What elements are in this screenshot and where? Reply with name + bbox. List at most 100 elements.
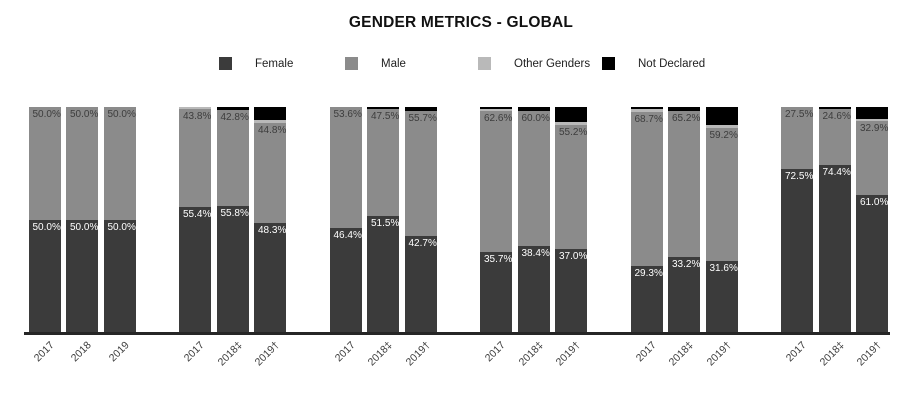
legend-label: Male bbox=[381, 57, 406, 70]
stacked-bar-2017: 27.5% 72.5% bbox=[781, 107, 813, 332]
bar-value-label: 59.2% bbox=[709, 129, 738, 141]
chart-title: GENDER METRICS - GLOBAL bbox=[348, 14, 574, 31]
bar-value-label: 50.0% bbox=[32, 109, 61, 120]
bar-value-label: 72.5% bbox=[785, 170, 814, 182]
bar-segment-not-declared bbox=[517, 107, 550, 111]
stacked-bar-2017: 50.0% 50.0% bbox=[28, 107, 61, 332]
bar-segment-male: 50.0% bbox=[28, 107, 61, 220]
stacked-bar-2017: 53.6% 46.4% bbox=[329, 107, 362, 332]
bar-segment-not-declared bbox=[668, 107, 700, 111]
bar-segment-female: 55.4% bbox=[179, 207, 211, 332]
bar-value-label: 35.7% bbox=[484, 253, 513, 265]
bar-segment-female: 46.4% bbox=[329, 227, 362, 332]
bar-segment-female: 72.5% bbox=[781, 168, 814, 332]
bar-segment-not-declared bbox=[216, 107, 249, 111]
bar-segment-female: 33.2% bbox=[668, 257, 700, 332]
bar-segment-other-genders bbox=[254, 120, 286, 123]
legend-item-other-genders: Other Genders bbox=[478, 57, 590, 70]
bar-value-label: 29.3% bbox=[634, 268, 663, 280]
bar-value-label: 55.7% bbox=[408, 112, 437, 124]
bar-segment-not-declared bbox=[818, 107, 851, 110]
stacked-bar-2019†: 55.2% 37.0% bbox=[555, 107, 587, 332]
legend-swatch-female bbox=[219, 57, 232, 70]
bar-segment-female: 31.6% bbox=[705, 260, 738, 332]
bar-segment-female: 74.4% bbox=[818, 164, 851, 332]
bar-segment-female: 35.7% bbox=[480, 251, 513, 332]
bar-value-label: 27.5% bbox=[785, 109, 814, 120]
legend-item-female: Female bbox=[219, 57, 293, 70]
stacked-bar-2017: 68.7% 29.3% bbox=[630, 107, 663, 332]
legend-label: Female bbox=[255, 57, 294, 70]
legend-label: Not Declared bbox=[638, 57, 706, 70]
bar-segment-male: 53.6% bbox=[329, 107, 362, 228]
legend-swatch-not-declared bbox=[602, 57, 615, 70]
bar-segment-male: 55.7% bbox=[404, 110, 437, 236]
stacked-bar-2019†: 59.2% 31.6% bbox=[705, 107, 738, 332]
bar-segment-female: 37.0% bbox=[555, 248, 588, 332]
bar-segment-female: 50.0% bbox=[28, 219, 61, 332]
stacked-bar-2019: 50.0% 50.0% bbox=[103, 107, 136, 332]
bar-value-label: 50.0% bbox=[32, 221, 61, 233]
bar-segment-male: 60.0% bbox=[517, 110, 550, 246]
bar-segment-other-genders bbox=[856, 119, 888, 121]
bar-value-label: 60.0% bbox=[521, 112, 550, 124]
bar-segment-male: 24.6% bbox=[818, 109, 851, 165]
stacked-bar-2018‡: 60.0% 38.4% bbox=[517, 107, 550, 332]
bar-segment-other-genders bbox=[705, 124, 738, 128]
bar-value-label: 68.7% bbox=[634, 113, 663, 125]
bar-value-label: 61.0% bbox=[860, 196, 889, 208]
x-axis-line bbox=[24, 332, 890, 335]
bar-segment-female: 61.0% bbox=[856, 194, 889, 332]
bar-segment-male: 55.2% bbox=[555, 124, 587, 249]
bar-segment-not-declared bbox=[630, 107, 663, 110]
bar-value-label: 42.8% bbox=[220, 112, 249, 124]
bar-segment-not-declared bbox=[856, 107, 888, 120]
stacked-bar-2018‡: 47.5% 51.5% bbox=[367, 107, 399, 332]
bar-value-label: 47.5% bbox=[371, 111, 400, 123]
bar-value-label: 53.6% bbox=[333, 109, 362, 120]
bar-value-label: 24.6% bbox=[822, 111, 851, 123]
bar-segment-other-genders bbox=[179, 107, 211, 109]
bar-segment-male: 59.2% bbox=[705, 127, 738, 261]
legend-item-male: Male bbox=[345, 57, 406, 70]
bar-segment-male: 44.8% bbox=[254, 122, 287, 224]
bar-segment-not-declared bbox=[254, 107, 286, 121]
stacked-bar-2017: 43.8% 55.4% bbox=[179, 107, 211, 332]
bar-segment-female: 50.0% bbox=[103, 219, 136, 332]
bar-segment-male: 42.8% bbox=[216, 110, 249, 207]
bar-segment-male: 50.0% bbox=[103, 107, 136, 220]
bar-segment-other-genders bbox=[555, 121, 587, 125]
bar-value-label: 31.6% bbox=[709, 262, 738, 274]
bar-segment-female: 55.8% bbox=[216, 206, 249, 332]
stacked-bar-2018: 50.0% 50.0% bbox=[66, 107, 98, 332]
bar-segment-female: 42.7% bbox=[404, 235, 437, 332]
legend-swatch-other-genders bbox=[478, 57, 491, 70]
bar-segment-not-declared bbox=[705, 107, 738, 125]
bar-value-label: 44.8% bbox=[258, 124, 287, 136]
bar-value-label: 74.4% bbox=[822, 166, 851, 178]
bar-segment-female: 29.3% bbox=[630, 266, 663, 332]
bar-segment-not-declared bbox=[555, 107, 587, 122]
bar-value-label: 42.7% bbox=[408, 237, 437, 249]
legend-swatch-male bbox=[345, 57, 358, 70]
stacked-bar-2019†: 55.7% 42.7% bbox=[404, 107, 437, 332]
bar-value-label: 65.2% bbox=[672, 112, 701, 124]
bar-value-label: 46.4% bbox=[333, 229, 362, 241]
stacked-bar-2019†: 44.8% 48.3% bbox=[254, 107, 286, 332]
stacked-bar-2019†: 32.9% 61.0% bbox=[856, 107, 888, 332]
bar-segment-male: 62.6% bbox=[480, 110, 512, 252]
bar-value-label: 37.0% bbox=[559, 250, 588, 262]
bar-value-label: 38.4% bbox=[521, 247, 550, 259]
bar-value-label: 50.0% bbox=[70, 109, 99, 120]
stacked-bar-2018‡: 24.6% 74.4% bbox=[818, 107, 851, 332]
bar-value-label: 55.4% bbox=[183, 209, 212, 221]
bar-value-label: 32.9% bbox=[860, 122, 889, 134]
legend-label: Other Genders bbox=[514, 57, 591, 70]
bar-value-label: 55.8% bbox=[220, 208, 249, 220]
bar-value-label: 33.2% bbox=[672, 259, 701, 271]
bar-segment-female: 38.4% bbox=[517, 245, 550, 332]
bar-segment-male: 32.9% bbox=[856, 120, 889, 195]
stacked-bar-2017: 62.6% 35.7% bbox=[480, 107, 512, 332]
bar-value-label: 48.3% bbox=[258, 225, 287, 237]
